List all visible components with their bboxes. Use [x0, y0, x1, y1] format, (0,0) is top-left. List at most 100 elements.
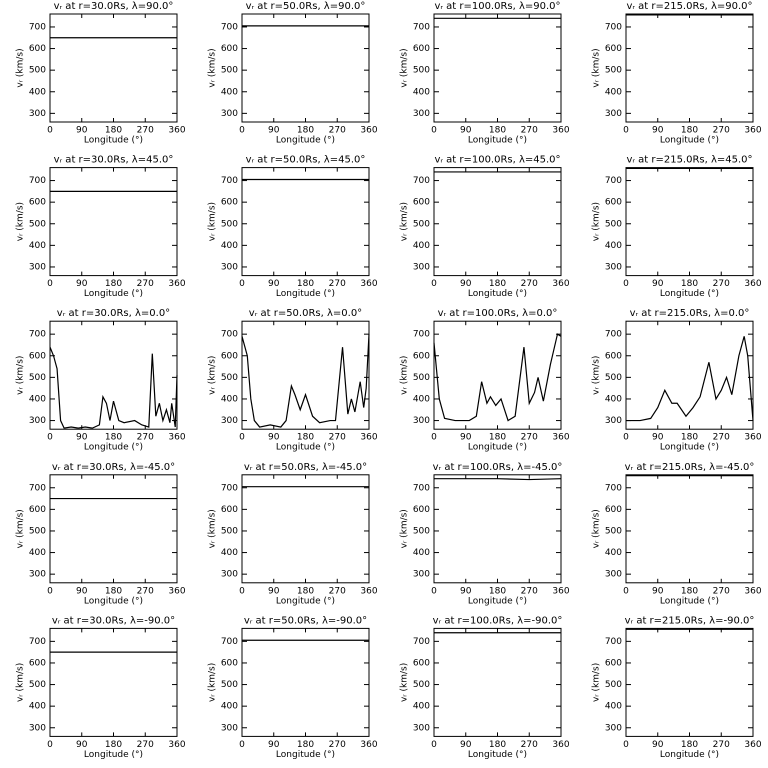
y-tick-label: 400: [29, 702, 46, 712]
plot-frame: [241, 627, 370, 737]
plot-frame: [625, 13, 754, 123]
y-axis-label: vᵣ (km/s): [16, 663, 26, 702]
x-tick-label: 180: [681, 126, 698, 136]
y-tick-label: 300: [605, 109, 622, 119]
x-axis-label: Longitude (°): [276, 136, 335, 146]
y-tick-label: 600: [605, 198, 622, 208]
x-tick-label: 0: [47, 279, 53, 289]
panel-title: vᵣ at r=100.0Rs, λ=90.0°: [434, 1, 560, 12]
plot-frame: [49, 167, 178, 277]
y-tick-label: 400: [221, 87, 238, 97]
y-tick-label: 400: [413, 241, 430, 251]
x-tick-label: 360: [552, 126, 569, 136]
y-axis-label: vᵣ (km/s): [208, 663, 218, 702]
x-tick-label: 360: [744, 740, 761, 750]
y-tick-label: 400: [413, 394, 430, 404]
y-tick-label: 400: [221, 241, 238, 251]
x-tick-label: 0: [47, 433, 53, 443]
y-tick-label: 300: [605, 262, 622, 272]
plot-frame: [49, 320, 178, 430]
x-tick-label: 90: [268, 586, 280, 596]
x-tick-label: 270: [329, 126, 346, 136]
y-tick-label: 600: [221, 351, 238, 361]
y-tick-label: 600: [29, 44, 46, 54]
y-tick-label: 300: [605, 723, 622, 733]
y-tick-label: 500: [221, 66, 238, 76]
x-axis-label: Longitude (°): [276, 750, 335, 760]
x-tick-label: 0: [623, 126, 629, 136]
data-line: [241, 334, 370, 428]
panel-title: vᵣ at r=30.0Rs, λ=0.0°: [57, 308, 170, 319]
panel-title: vᵣ at r=215.0Rs, λ=-90.0°: [625, 615, 755, 626]
y-axis-label: vᵣ (km/s): [16, 48, 26, 87]
panel-title: vᵣ at r=30.0Rs, λ=45.0°: [54, 155, 174, 166]
x-tick-label: 0: [431, 279, 437, 289]
y-tick-label: 600: [605, 44, 622, 54]
x-tick-label: 270: [329, 279, 346, 289]
plot-frame: [625, 474, 754, 584]
x-tick-label: 90: [76, 586, 88, 596]
x-tick-label: 180: [489, 740, 506, 750]
panel: vᵣ at r=215.0Rs, λ=90.0° 0 90 180 270 360 300 4…: [592, 1, 762, 146]
x-tick-label: 360: [360, 126, 377, 136]
y-tick-label: 400: [29, 394, 46, 404]
x-axis-label: Longitude (°): [468, 596, 527, 606]
y-tick-label: 500: [413, 66, 430, 76]
y-axis-label: vᵣ (km/s): [400, 663, 410, 702]
x-axis-label: Longitude (°): [84, 443, 143, 453]
plot-frame: [433, 627, 562, 737]
y-tick-label: 400: [221, 394, 238, 404]
panel: vᵣ at r=30.0Rs, λ=0.0° 0 90 180 270 360 300 400…: [16, 308, 186, 453]
x-tick-label: 180: [105, 279, 122, 289]
y-tick-label: 400: [605, 87, 622, 97]
x-tick-label: 90: [268, 279, 280, 289]
x-tick-label: 0: [239, 279, 245, 289]
panel: vᵣ at r=215.0Rs, λ=45.0° 0 90 180 270 360 300 4…: [592, 155, 762, 300]
panel: vᵣ at r=100.0Rs, λ=0.0° 0 90 180 270 360 300 40…: [400, 308, 570, 453]
x-tick-label: 270: [521, 279, 538, 289]
x-tick-label: 0: [239, 586, 245, 596]
y-tick-label: 400: [605, 548, 622, 558]
y-tick-label: 700: [29, 330, 46, 340]
x-tick-label: 180: [489, 586, 506, 596]
x-tick-label: 180: [489, 126, 506, 136]
y-tick-label: 500: [413, 219, 430, 229]
panel: vᵣ at r=100.0Rs, λ=-45.0° 0 90 180 270 360 300…: [400, 462, 570, 607]
x-tick-label: 270: [137, 586, 154, 596]
y-tick-label: 600: [221, 44, 238, 54]
y-tick-label: 400: [413, 548, 430, 558]
panel: vᵣ at r=100.0Rs, λ=-90.0° 0 90 180 270 360 300…: [400, 615, 570, 760]
plot-frame: [625, 320, 754, 430]
x-tick-label: 270: [713, 586, 730, 596]
x-axis-label: Longitude (°): [660, 596, 719, 606]
x-tick-label: 90: [652, 433, 664, 443]
x-tick-label: 360: [168, 126, 185, 136]
y-tick-label: 600: [29, 505, 46, 515]
y-axis-label: vᵣ (km/s): [208, 48, 218, 87]
x-tick-label: 90: [268, 740, 280, 750]
y-tick-label: 600: [29, 351, 46, 361]
y-axis-label: vᵣ (km/s): [208, 509, 218, 548]
y-tick-label: 300: [413, 262, 430, 272]
plot-frame: [49, 474, 178, 584]
x-tick-label: 270: [329, 433, 346, 443]
y-tick-label: 700: [29, 22, 46, 32]
y-tick-label: 300: [221, 416, 238, 426]
y-axis-label: vᵣ (km/s): [592, 663, 602, 702]
panel-title: vᵣ at r=100.0Rs, λ=-45.0°: [433, 462, 563, 473]
plot-frame: [625, 627, 754, 737]
y-tick-label: 700: [413, 22, 430, 32]
y-tick-label: 400: [413, 702, 430, 712]
x-tick-label: 180: [105, 586, 122, 596]
x-tick-label: 0: [239, 433, 245, 443]
x-axis-label: Longitude (°): [84, 136, 143, 146]
y-tick-label: 500: [221, 680, 238, 690]
x-tick-label: 360: [552, 740, 569, 750]
x-tick-label: 0: [623, 740, 629, 750]
panel-title: vᵣ at r=215.0Rs, λ=90.0°: [626, 1, 752, 12]
x-tick-label: 90: [652, 126, 664, 136]
y-axis-label: vᵣ (km/s): [16, 202, 26, 241]
y-tick-label: 300: [413, 723, 430, 733]
y-tick-label: 600: [29, 198, 46, 208]
